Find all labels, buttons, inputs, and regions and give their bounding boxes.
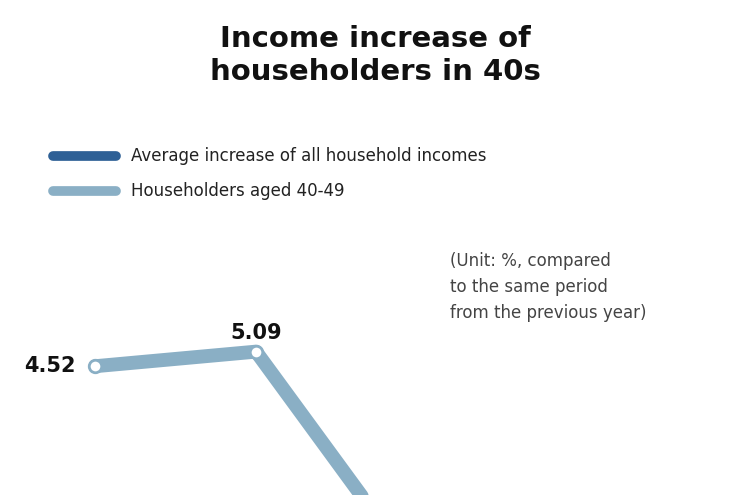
Text: 5.09: 5.09	[230, 323, 282, 343]
Text: Average increase of all household incomes: Average increase of all household income…	[131, 147, 487, 165]
Text: (Unit: %, compared
to the same period
from the previous year): (Unit: %, compared to the same period fr…	[450, 251, 646, 323]
Text: Income increase of
householders in 40s: Income increase of householders in 40s	[209, 25, 541, 86]
Text: 4.52: 4.52	[25, 356, 76, 376]
Text: Householders aged 40-49: Householders aged 40-49	[131, 182, 345, 199]
